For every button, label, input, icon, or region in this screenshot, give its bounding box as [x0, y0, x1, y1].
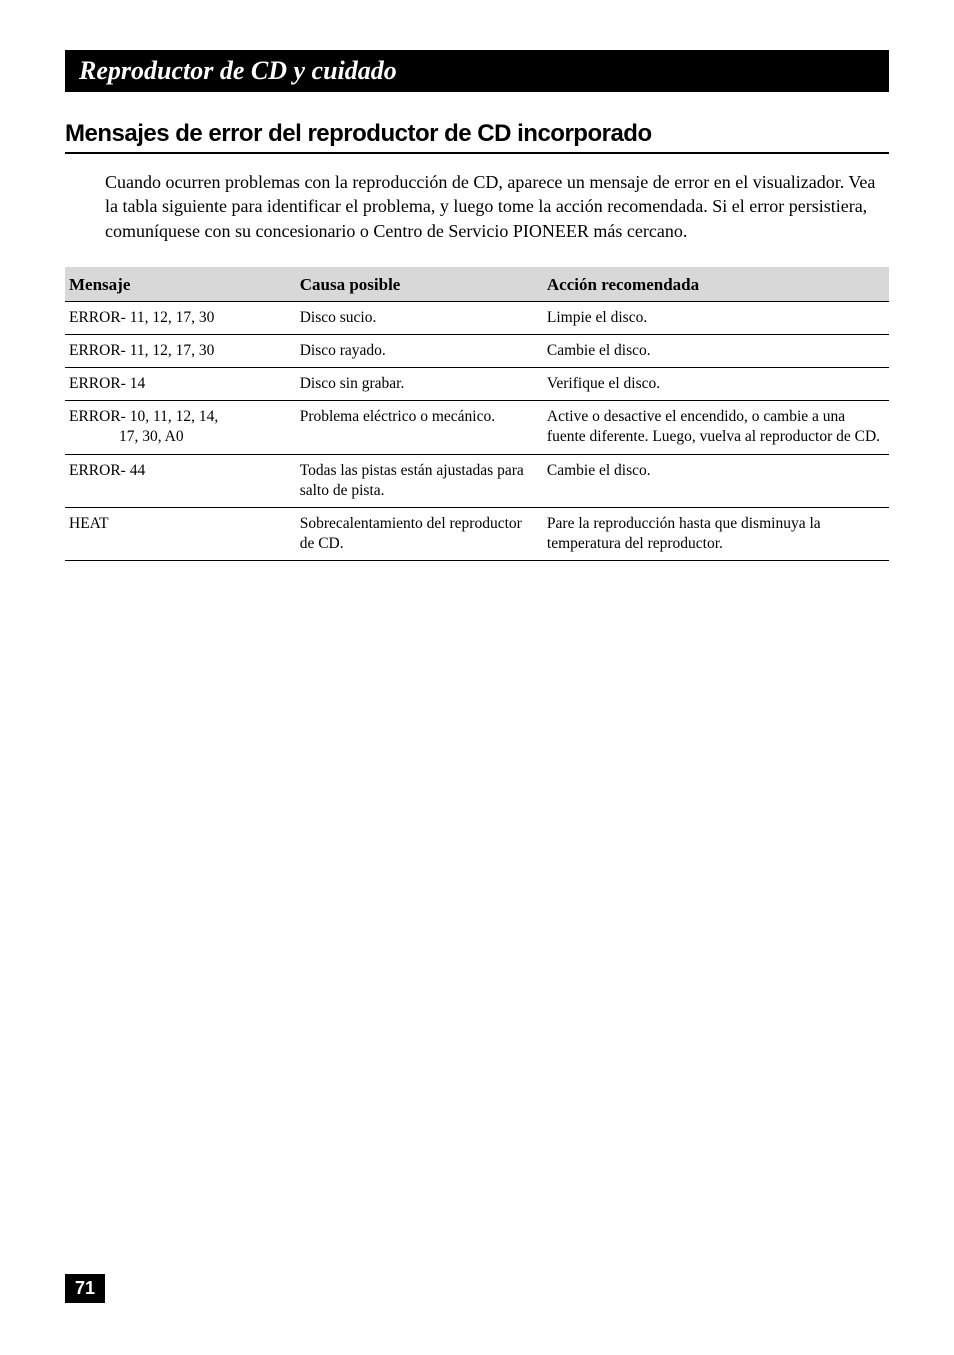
table-row: ERROR- 14 Disco sin grabar. Verifique el…: [65, 368, 889, 401]
intro-paragraph: Cuando ocurren problemas con la reproduc…: [105, 170, 889, 243]
chapter-header: Reproductor de CD y cuidado: [65, 50, 889, 92]
cell-action: Cambie el disco.: [543, 335, 889, 368]
page-number: 71: [65, 1274, 105, 1303]
cell-message: ERROR- 11, 12, 17, 30: [65, 301, 296, 334]
msg-main: HEAT: [69, 515, 109, 532]
cell-cause: Disco sucio.: [296, 301, 543, 334]
cell-action: Limpie el disco.: [543, 301, 889, 334]
msg-main: ERROR- 11, 12, 17, 30: [69, 342, 214, 359]
msg-main: ERROR- 14: [69, 375, 145, 392]
msg-sub: 17, 30, A0: [69, 427, 292, 447]
cell-message: ERROR- 11, 12, 17, 30: [65, 335, 296, 368]
table-row: ERROR- 44 Todas las pistas están ajustad…: [65, 454, 889, 507]
table-row: ERROR- 10, 11, 12, 14, 17, 30, A0 Proble…: [65, 401, 889, 454]
chapter-title: Reproductor de CD y cuidado: [79, 56, 875, 86]
error-table: Mensaje Causa posible Acción recomendada…: [65, 267, 889, 561]
cell-action: Active o desactive el encendido, o cambi…: [543, 401, 889, 454]
msg-main: ERROR- 10, 11, 12, 14,: [69, 408, 218, 425]
cell-action: Pare la reproducción hasta que disminuya…: [543, 507, 889, 560]
cell-cause: Disco sin grabar.: [296, 368, 543, 401]
header-message: Mensaje: [65, 267, 296, 302]
cell-cause: Problema eléctrico o mecánico.: [296, 401, 543, 454]
cell-message: HEAT: [65, 507, 296, 560]
cell-cause: Todas las pistas están ajustadas para sa…: [296, 454, 543, 507]
header-cause: Causa posible: [296, 267, 543, 302]
table-row: ERROR- 11, 12, 17, 30 Disco sucio. Limpi…: [65, 301, 889, 334]
cell-message: ERROR- 44: [65, 454, 296, 507]
cell-cause: Disco rayado.: [296, 335, 543, 368]
table-header-row: Mensaje Causa posible Acción recomendada: [65, 267, 889, 302]
cell-action: Cambie el disco.: [543, 454, 889, 507]
cell-cause: Sobrecalentamiento del reproductor de CD…: [296, 507, 543, 560]
msg-main: ERROR- 11, 12, 17, 30: [69, 309, 214, 326]
header-action: Acción recomendada: [543, 267, 889, 302]
table-row: ERROR- 11, 12, 17, 30 Disco rayado. Camb…: [65, 335, 889, 368]
cell-action: Verifique el disco.: [543, 368, 889, 401]
section-title: Mensajes de error del reproductor de CD …: [65, 120, 889, 154]
msg-main: ERROR- 44: [69, 462, 145, 479]
cell-message: ERROR- 14: [65, 368, 296, 401]
page-content: Reproductor de CD y cuidado Mensajes de …: [0, 0, 954, 561]
cell-message: ERROR- 10, 11, 12, 14, 17, 30, A0: [65, 401, 296, 454]
table-row: HEAT Sobrecalentamiento del reproductor …: [65, 507, 889, 560]
